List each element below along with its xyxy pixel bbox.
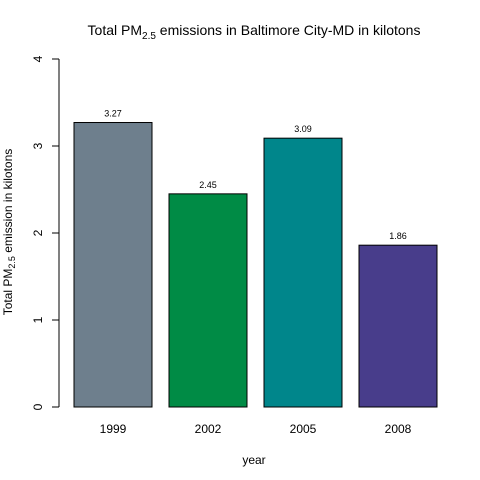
bars-group: 3.27 2.45 3.09 1.86 bbox=[73, 109, 438, 408]
bar-value-label: 2.45 bbox=[199, 180, 217, 190]
x-axis-tick-labels: 1999 2002 2005 2008 bbox=[100, 422, 412, 436]
y-tick-label: 0 bbox=[31, 403, 45, 410]
bar-2008 bbox=[358, 244, 438, 408]
x-tick-label: 2002 bbox=[195, 422, 222, 436]
bar-value-label: 1.86 bbox=[389, 231, 407, 241]
y-tick-label: 2 bbox=[31, 229, 45, 236]
x-tick-label: 1999 bbox=[100, 422, 127, 436]
y-tick-label: 3 bbox=[31, 142, 45, 149]
y-axis-label: Total PM2.5 emission in kilotons bbox=[1, 149, 17, 316]
bar-value-label: 3.27 bbox=[104, 109, 122, 119]
y-axis-ticks: 0 1 2 3 4 bbox=[31, 55, 59, 410]
bar-value-label: 3.09 bbox=[294, 124, 312, 134]
x-tick-label: 2005 bbox=[290, 422, 317, 436]
bar-2005 bbox=[263, 137, 343, 408]
y-tick-label: 4 bbox=[31, 55, 45, 62]
x-axis-label: year bbox=[242, 453, 265, 467]
bar-2002 bbox=[168, 193, 248, 408]
x-tick-label: 2008 bbox=[385, 422, 412, 436]
chart-title: Total PM2.5 emissions in Baltimore City-… bbox=[88, 22, 421, 42]
bar-1999 bbox=[73, 122, 153, 408]
y-tick-label: 1 bbox=[31, 316, 45, 323]
